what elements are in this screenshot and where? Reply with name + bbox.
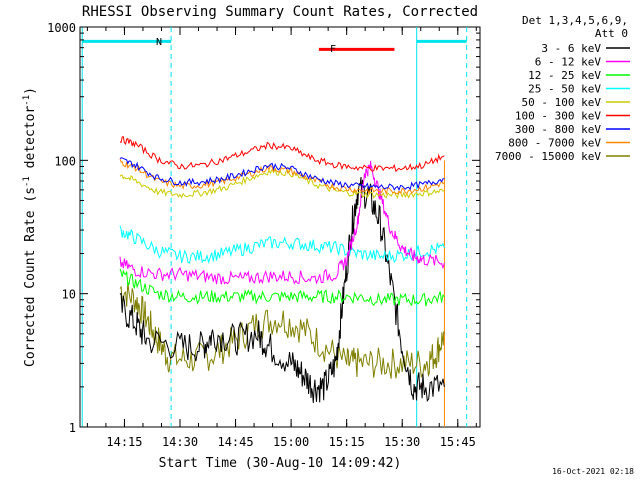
x-tick-label: 15:30	[384, 435, 420, 449]
flare-label: F	[330, 44, 336, 55]
legend-label: 800 - 7000 keV	[508, 137, 601, 150]
x-axis: 14:15 14:30 14:45 15:00 15:15 15:30 15:45	[86, 27, 477, 449]
legend-label: 100 - 300 keV	[515, 110, 601, 123]
y-axis-label: Corrected Count Rate (s-1 detector-1)	[22, 87, 38, 367]
series-line-2	[119, 268, 445, 307]
legend-label: 6 - 12 keV	[535, 56, 602, 69]
series-line-8	[119, 281, 445, 379]
x-tick-label: 14:15	[106, 435, 142, 449]
x-tick-label: 15:15	[329, 435, 365, 449]
chart-title: RHESSI Observing Summary Count Rates, Co…	[82, 4, 478, 20]
y-axis-label-main: Corrected Count Rate (s	[23, 187, 38, 367]
series-line-7	[119, 158, 445, 196]
x-tick-label: 14:45	[217, 435, 253, 449]
x-tick-label: 15:00	[273, 435, 309, 449]
series-line-5	[119, 136, 445, 173]
x-axis-label: Start Time (30-Aug-10 14:09:42)	[159, 456, 402, 471]
legend-label: 50 - 100 keV	[522, 96, 602, 109]
legend-label: 3 - 6 keV	[541, 42, 601, 55]
plot-frame	[79, 26, 481, 428]
legend-header-att: Att 0	[595, 27, 628, 40]
x-tick-label: 14:30	[162, 435, 198, 449]
legend-header-det: Det 1,3,4,5,6,9,	[522, 14, 628, 27]
legend-label: 25 - 50 keV	[528, 83, 601, 96]
series-line-1	[119, 160, 445, 285]
y-tick-label: 100	[54, 154, 76, 168]
y-axis-label-sup1: -1	[22, 176, 32, 187]
legend-label: 7000 - 15000 keV	[495, 150, 601, 163]
series-line-6	[119, 157, 445, 192]
chart-series	[119, 136, 445, 403]
x-tick-label: 15:45	[440, 435, 476, 449]
night-label: N	[156, 37, 162, 48]
legend-label: 12 - 25 keV	[528, 69, 601, 82]
series-line-3	[119, 225, 445, 264]
y-tick-label: 10	[62, 288, 76, 302]
y-tick-label: 1	[69, 421, 76, 435]
y-axis-label-mid: detector	[23, 106, 38, 177]
series-line-0	[119, 176, 445, 403]
legend-label: 300 - 800 keV	[515, 123, 601, 136]
y-tick-label: 1000	[47, 21, 76, 35]
y-axis-label-end: )	[23, 87, 38, 95]
y-axis-label-sup2: -1	[22, 95, 32, 106]
timestamp: 16-Oct-2021 02:18	[552, 467, 634, 476]
